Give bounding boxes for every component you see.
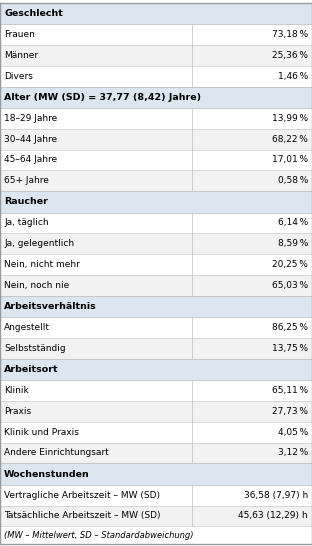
Bar	[0, 443, 312, 464]
Text: 0,58 %: 0,58 %	[278, 176, 308, 185]
Text: Männer: Männer	[4, 51, 38, 60]
Text: Alter (MW (SD) = 37,77 (8,42) Jahre): Alter (MW (SD) = 37,77 (8,42) Jahre)	[4, 93, 201, 102]
Text: 4,05 %: 4,05 %	[278, 428, 308, 437]
Text: 3,12 %: 3,12 %	[278, 448, 308, 458]
Text: Raucher: Raucher	[4, 197, 48, 206]
Text: 65,11 %: 65,11 %	[272, 386, 308, 395]
Bar	[0, 506, 312, 526]
Text: 45–64 Jahre: 45–64 Jahre	[4, 156, 57, 164]
Text: Tatsächliche Arbeitszeit – MW (SD): Tatsächliche Arbeitszeit – MW (SD)	[4, 512, 161, 520]
Bar	[0, 24, 312, 45]
Text: Klinik und Praxis: Klinik und Praxis	[4, 428, 79, 437]
Bar	[0, 150, 312, 170]
Text: 6,14 %: 6,14 %	[278, 218, 308, 228]
Text: (MW – Mittelwert, SD – Standardabweichung): (MW – Mittelwert, SD – Standardabweichun…	[4, 531, 193, 540]
Bar	[0, 212, 312, 233]
Text: Ja, gelegentlich: Ja, gelegentlich	[4, 239, 74, 248]
Text: 8,59 %: 8,59 %	[278, 239, 308, 248]
Text: 68,22 %: 68,22 %	[272, 135, 308, 144]
Bar	[0, 317, 312, 338]
Text: 27,73 %: 27,73 %	[272, 407, 308, 416]
Text: Nein, noch nie: Nein, noch nie	[4, 281, 69, 290]
Bar	[0, 66, 312, 86]
Text: Nein, nicht mehr: Nein, nicht mehr	[4, 260, 80, 269]
Text: 13,75 %: 13,75 %	[272, 344, 308, 353]
Bar	[0, 464, 312, 485]
Text: 20,25 %: 20,25 %	[272, 260, 308, 269]
Bar	[0, 191, 312, 212]
Bar	[0, 526, 312, 544]
Text: 25,36 %: 25,36 %	[272, 51, 308, 60]
Text: 30–44 Jahre: 30–44 Jahre	[4, 135, 57, 144]
Text: Frauen: Frauen	[4, 30, 35, 39]
Text: 13,99 %: 13,99 %	[272, 114, 308, 123]
Text: 18–29 Jahre: 18–29 Jahre	[4, 114, 57, 123]
Text: Praxis: Praxis	[4, 407, 31, 416]
Text: Angestellt: Angestellt	[4, 323, 50, 332]
Bar	[0, 129, 312, 150]
Text: 36,58 (7,97) h: 36,58 (7,97) h	[244, 491, 308, 500]
Bar	[0, 108, 312, 129]
Text: 73,18 %: 73,18 %	[272, 30, 308, 39]
Text: Arbeitsort: Arbeitsort	[4, 365, 59, 374]
Text: Ja, täglich: Ja, täglich	[4, 218, 49, 228]
Text: Klinik: Klinik	[4, 386, 29, 395]
Text: 17,01 %: 17,01 %	[272, 156, 308, 164]
Bar	[0, 338, 312, 359]
Text: 65+ Jahre: 65+ Jahre	[4, 176, 49, 185]
Bar	[0, 380, 312, 401]
Bar	[0, 86, 312, 108]
Bar	[0, 275, 312, 296]
Text: Arbeitsverhältnis: Arbeitsverhältnis	[4, 302, 97, 311]
Text: 86,25 %: 86,25 %	[272, 323, 308, 332]
Bar	[0, 254, 312, 275]
Bar	[0, 401, 312, 422]
Bar	[0, 233, 312, 254]
Bar	[0, 296, 312, 317]
Bar	[0, 3, 312, 24]
Text: Andere Einrichtungsart: Andere Einrichtungsart	[4, 448, 109, 458]
Bar	[0, 45, 312, 66]
Bar	[0, 422, 312, 443]
Bar	[0, 359, 312, 380]
Text: Geschlecht: Geschlecht	[4, 9, 63, 18]
Text: Vertragliche Arbeitszeit – MW (SD): Vertragliche Arbeitszeit – MW (SD)	[4, 491, 160, 500]
Bar	[0, 170, 312, 191]
Text: 65,03 %: 65,03 %	[272, 281, 308, 290]
Text: 45,63 (12,29) h: 45,63 (12,29) h	[238, 512, 308, 520]
Text: Selbstständig: Selbstständig	[4, 344, 66, 353]
Text: 1,46 %: 1,46 %	[278, 72, 308, 81]
Text: Divers: Divers	[4, 72, 33, 81]
Bar	[0, 485, 312, 506]
Text: Wochenstunden: Wochenstunden	[4, 470, 90, 478]
